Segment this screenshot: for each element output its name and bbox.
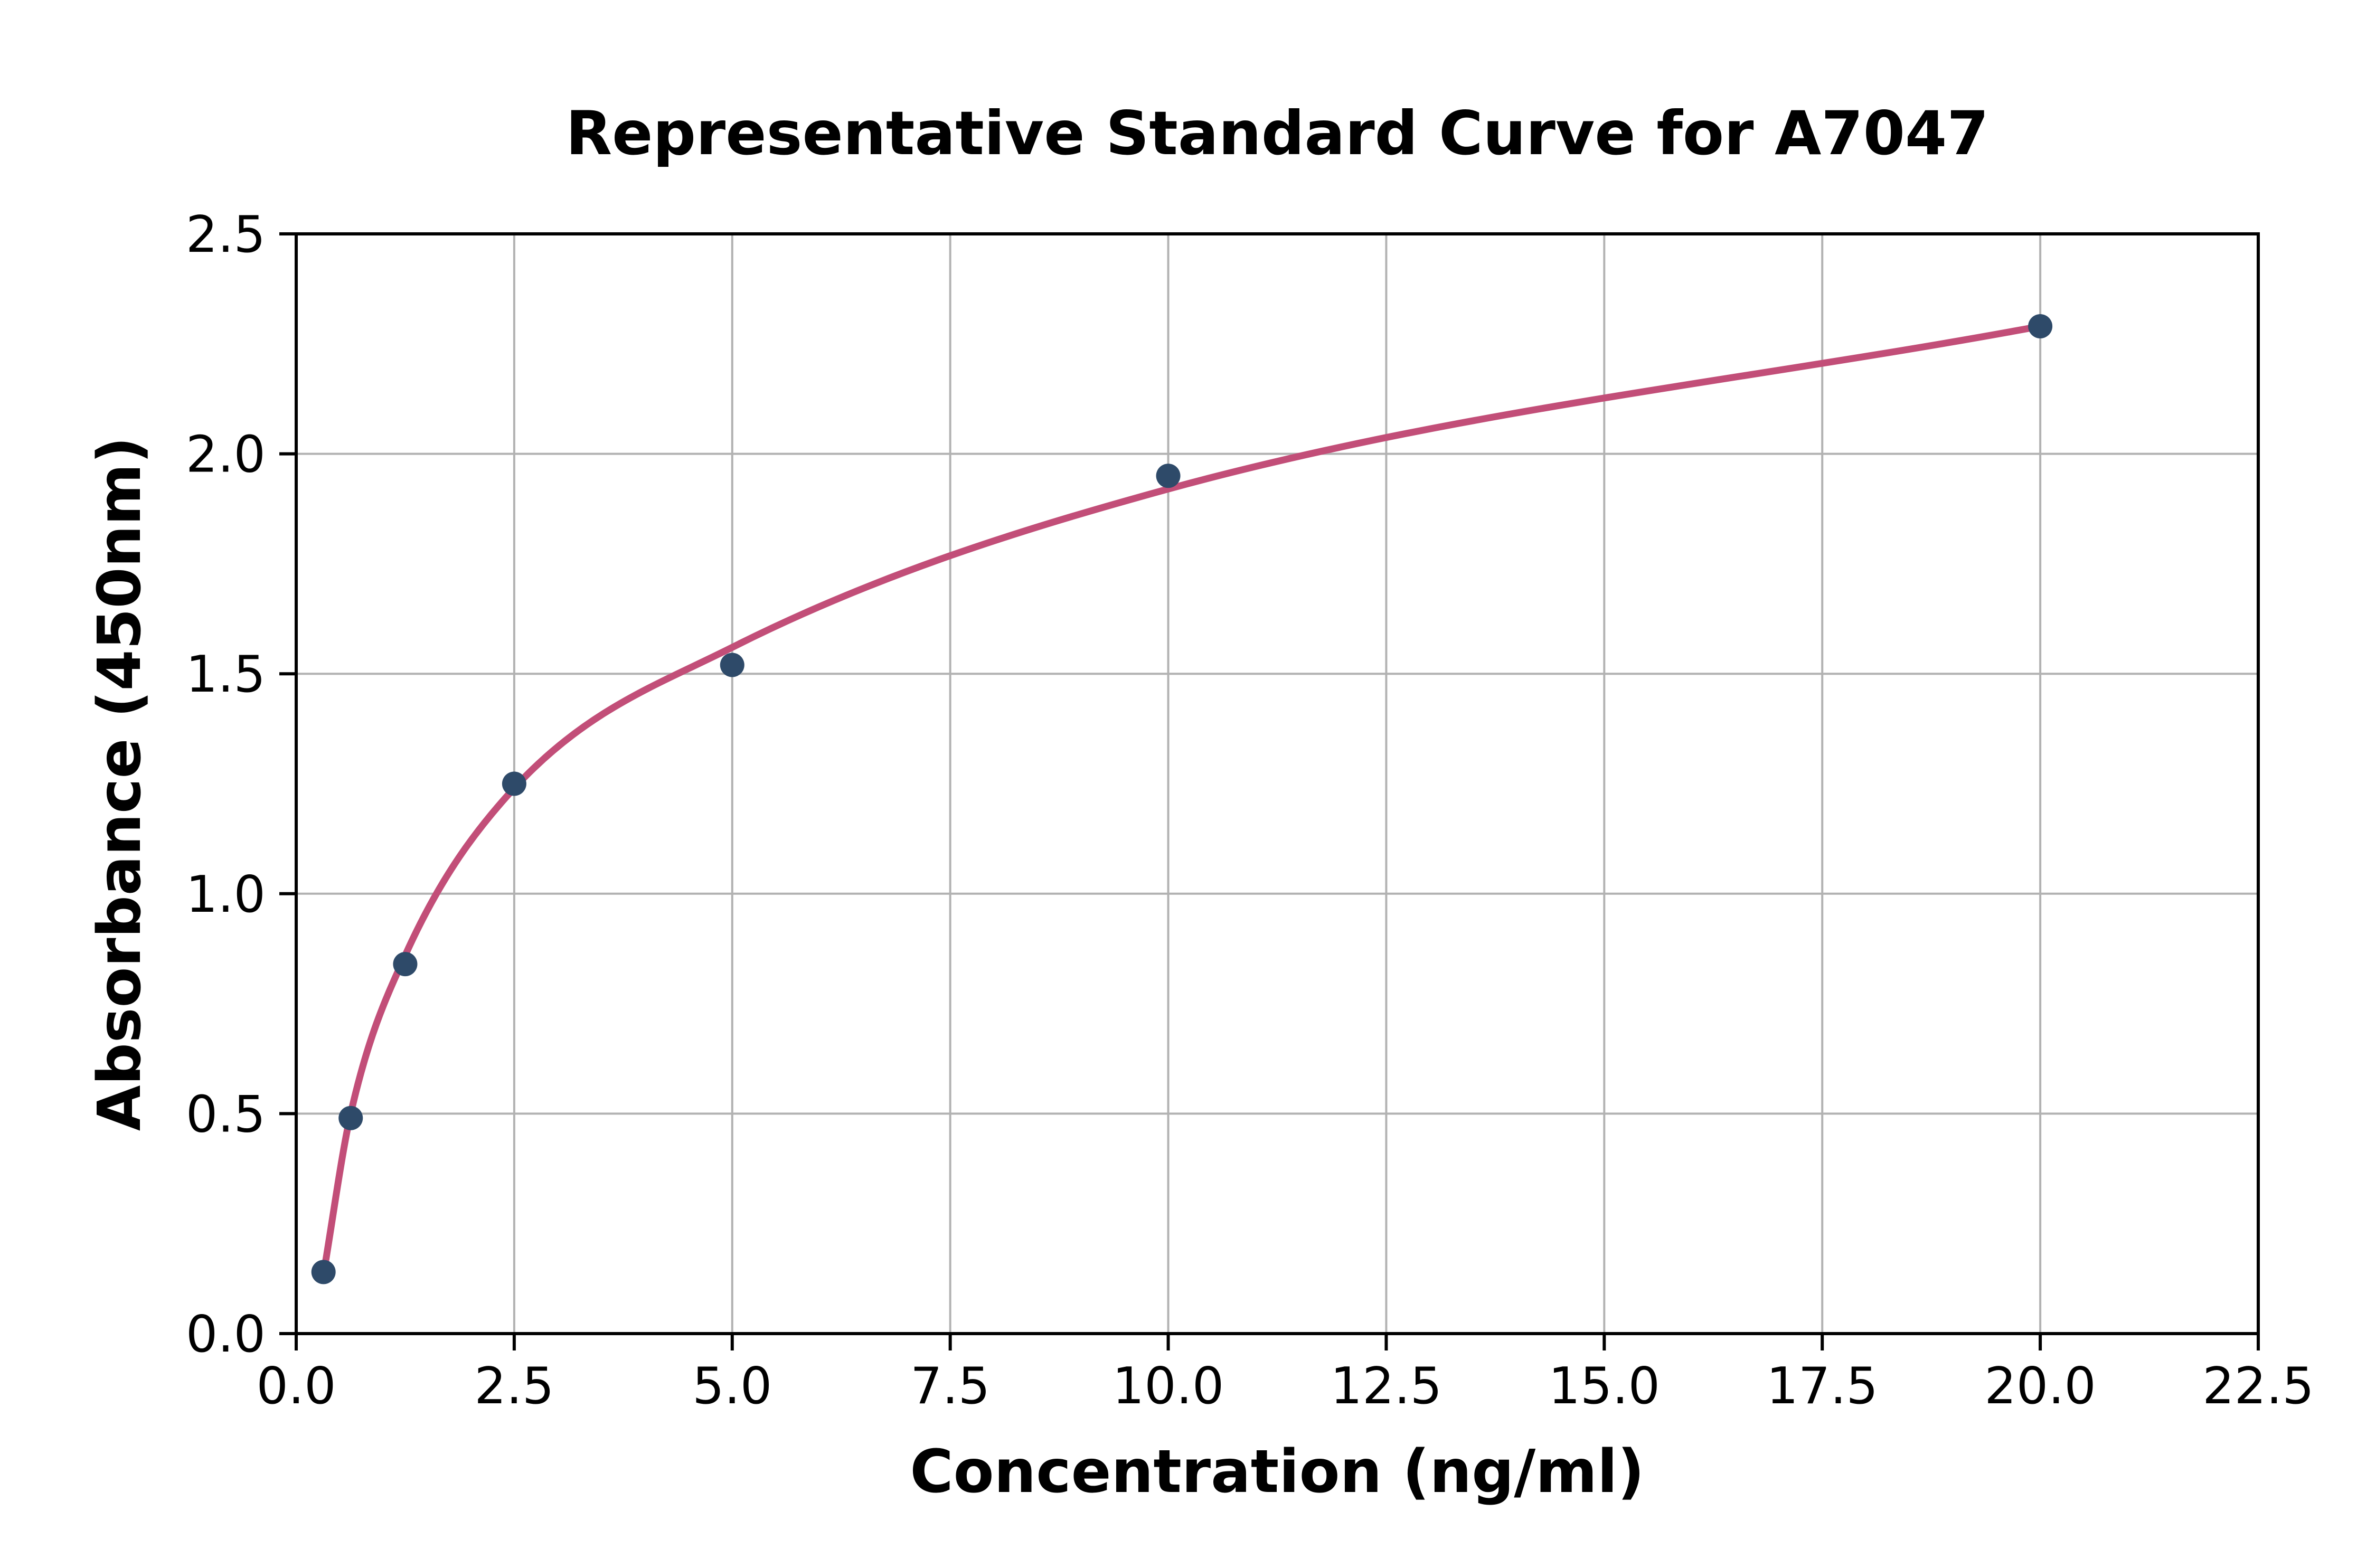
x-tick-label: 0.0: [256, 1357, 336, 1415]
y-tick-label: 2.0: [186, 426, 266, 484]
y-tick-label: 1.0: [186, 866, 266, 924]
x-axis-label: Concentration (ng/ml): [910, 1438, 1644, 1506]
x-tick-label: 2.5: [474, 1357, 554, 1415]
y-tick-labels: 0.0 0.5 1.0 1.5 2.0 2.5: [186, 206, 266, 1364]
data-point: [1156, 464, 1181, 488]
x-tick-label: 12.5: [1331, 1357, 1442, 1415]
chart-title: Representative Standard Curve for A7047: [565, 98, 1988, 168]
fitted-curve: [320, 323, 2044, 1278]
x-tick-label: 20.0: [1984, 1357, 2096, 1415]
x-tick-label: 10.0: [1112, 1357, 1224, 1415]
tick-marks: [279, 232, 2260, 1350]
plot-box: [295, 232, 2260, 1335]
y-axis-label: Absorbance (450nm): [86, 437, 154, 1131]
x-tick-labels: 0.0 2.5 5.0 7.5 10.0 12.5 15.0 17.5 20.0 22.5: [256, 1357, 2314, 1415]
y-tick-label: 2.5: [186, 206, 266, 264]
x-tick-label: 15.0: [1549, 1357, 1661, 1415]
x-tick-label: 7.5: [910, 1357, 990, 1415]
data-point: [338, 1106, 363, 1130]
data-point: [720, 653, 744, 677]
y-tick-label: 0.5: [186, 1085, 266, 1144]
data-point: [502, 771, 526, 796]
y-tick-label: 1.5: [186, 646, 266, 704]
y-tick-label: 0.0: [186, 1306, 266, 1364]
x-tick-label: 17.5: [1766, 1357, 1878, 1415]
data-point: [393, 952, 418, 977]
x-tick-label: 5.0: [692, 1357, 772, 1415]
data-point: [2028, 314, 2053, 338]
x-tick-label: 22.5: [2202, 1357, 2314, 1415]
standard-points: [311, 314, 2053, 1284]
data-point: [311, 1260, 336, 1284]
